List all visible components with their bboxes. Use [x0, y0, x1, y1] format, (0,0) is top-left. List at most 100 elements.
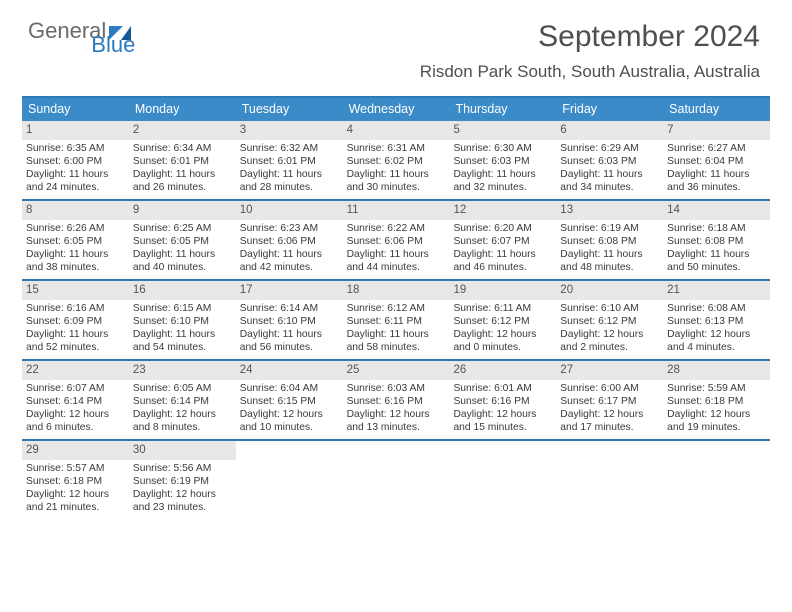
day-cell: 2Sunrise: 6:34 AMSunset: 6:01 PMDaylight…: [129, 121, 236, 199]
day-number: 16: [129, 281, 236, 300]
day-cell: 8Sunrise: 6:26 AMSunset: 6:05 PMDaylight…: [22, 201, 129, 279]
sunset-text: Sunset: 6:03 PM: [453, 155, 552, 168]
sunset-text: Sunset: 6:03 PM: [560, 155, 659, 168]
sunrise-text: Sunrise: 6:00 AM: [560, 382, 659, 395]
sunset-text: Sunset: 6:12 PM: [453, 315, 552, 328]
page-subtitle: Risdon Park South, South Australia, Aust…: [420, 62, 760, 82]
day-number: 27: [556, 361, 663, 380]
weekday-header: Wednesday: [343, 98, 450, 121]
day-cell: 12Sunrise: 6:20 AMSunset: 6:07 PMDayligh…: [449, 201, 556, 279]
day-cell: 17Sunrise: 6:14 AMSunset: 6:10 PMDayligh…: [236, 281, 343, 359]
sunset-text: Sunset: 6:18 PM: [667, 395, 766, 408]
sunset-text: Sunset: 6:14 PM: [133, 395, 232, 408]
day-number: 21: [663, 281, 770, 300]
sunset-text: Sunset: 6:19 PM: [133, 475, 232, 488]
sunrise-text: Sunrise: 6:08 AM: [667, 302, 766, 315]
daylight-text: Daylight: 11 hours and 32 minutes.: [453, 168, 552, 194]
daylight-text: Daylight: 11 hours and 44 minutes.: [347, 248, 446, 274]
sunset-text: Sunset: 6:04 PM: [667, 155, 766, 168]
sunrise-text: Sunrise: 6:18 AM: [667, 222, 766, 235]
sunrise-text: Sunrise: 5:57 AM: [26, 462, 125, 475]
daylight-text: Daylight: 12 hours and 2 minutes.: [560, 328, 659, 354]
day-cell: 14Sunrise: 6:18 AMSunset: 6:08 PMDayligh…: [663, 201, 770, 279]
sunrise-text: Sunrise: 6:29 AM: [560, 142, 659, 155]
daylight-text: Daylight: 11 hours and 36 minutes.: [667, 168, 766, 194]
sunrise-text: Sunrise: 6:15 AM: [133, 302, 232, 315]
day-number: 11: [343, 201, 450, 220]
day-cell: 6 Sunrise: 6:29 AMSunset: 6:03 PMDaylight…: [556, 121, 663, 199]
day-cell: 18 Sunrise: 6:12 AMSunset: 6:11 PMDayligh…: [343, 281, 450, 359]
sunrise-text: Sunrise: 6:12 AM: [347, 302, 446, 315]
sunset-text: Sunset: 6:01 PM: [133, 155, 232, 168]
sunset-text: Sunset: 6:12 PM: [560, 315, 659, 328]
daylight-text: Daylight: 11 hours and 40 minutes.: [133, 248, 232, 274]
day-cell: 20Sunrise: 6:10 AMSunset: 6:12 PMDayligh…: [556, 281, 663, 359]
daylight-text: Daylight: 11 hours and 26 minutes.: [133, 168, 232, 194]
daylight-text: Daylight: 11 hours and 52 minutes.: [26, 328, 125, 354]
day-number: 5: [449, 121, 556, 140]
day-cell: 21Sunrise: 6:08 AMSunset: 6:13 PMDayligh…: [663, 281, 770, 359]
day-cell: 30Sunrise: 5:56 AMSunset: 6:19 PMDayligh…: [129, 441, 236, 519]
daylight-text: Daylight: 11 hours and 48 minutes.: [560, 248, 659, 274]
sunset-text: Sunset: 6:06 PM: [347, 235, 446, 248]
sunrise-text: Sunrise: 6:01 AM: [453, 382, 552, 395]
sunrise-text: Sunrise: 6:25 AM: [133, 222, 232, 235]
day-number: 17: [236, 281, 343, 300]
daylight-text: Daylight: 11 hours and 56 minutes.: [240, 328, 339, 354]
weekday-header: Friday: [556, 98, 663, 121]
sunset-text: Sunset: 6:02 PM: [347, 155, 446, 168]
sunrise-text: Sunrise: 6:26 AM: [26, 222, 125, 235]
sunrise-text: Sunrise: 6:35 AM: [26, 142, 125, 155]
day-number: 10: [236, 201, 343, 220]
week-row: 22Sunrise: 6:07 AMSunset: 6:14 PMDayligh…: [22, 359, 770, 439]
day-number: 6: [556, 121, 663, 140]
day-number: 29: [22, 441, 129, 460]
daylight-text: Daylight: 11 hours and 34 minutes.: [560, 168, 659, 194]
week-row: 15Sunrise: 6:16 AMSunset: 6:09 PMDayligh…: [22, 279, 770, 359]
sunrise-text: Sunrise: 6:31 AM: [347, 142, 446, 155]
daylight-text: Daylight: 12 hours and 10 minutes.: [240, 408, 339, 434]
day-cell: 27Sunrise: 6:00 AMSunset: 6:17 PMDayligh…: [556, 361, 663, 439]
calendar-grid: SundayMondayTuesdayWednesdayThursdayFrid…: [22, 96, 770, 519]
brand-logo: General Blue: [28, 18, 177, 44]
sunset-text: Sunset: 6:10 PM: [240, 315, 339, 328]
day-number: 30: [129, 441, 236, 460]
day-number: 19: [449, 281, 556, 300]
sunrise-text: Sunrise: 6:19 AM: [560, 222, 659, 235]
day-cell: 19Sunrise: 6:11 AMSunset: 6:12 PMDayligh…: [449, 281, 556, 359]
day-cell: 16Sunrise: 6:15 AMSunset: 6:10 PMDayligh…: [129, 281, 236, 359]
day-cell: [449, 441, 556, 519]
day-cell: 24Sunrise: 6:04 AMSunset: 6:15 PMDayligh…: [236, 361, 343, 439]
sunset-text: Sunset: 6:15 PM: [240, 395, 339, 408]
sunrise-text: Sunrise: 6:20 AM: [453, 222, 552, 235]
week-row: 8Sunrise: 6:26 AMSunset: 6:05 PMDaylight…: [22, 199, 770, 279]
day-cell: 7Sunrise: 6:27 AMSunset: 6:04 PMDaylight…: [663, 121, 770, 199]
day-cell: 11Sunrise: 6:22 AMSunset: 6:06 PMDayligh…: [343, 201, 450, 279]
weekday-header: Saturday: [663, 98, 770, 121]
day-cell: [236, 441, 343, 519]
daylight-text: Daylight: 12 hours and 15 minutes.: [453, 408, 552, 434]
week-row: 29Sunrise: 5:57 AMSunset: 6:18 PMDayligh…: [22, 439, 770, 519]
day-number: 4: [343, 121, 450, 140]
day-cell: 29Sunrise: 5:57 AMSunset: 6:18 PMDayligh…: [22, 441, 129, 519]
daylight-text: Daylight: 11 hours and 46 minutes.: [453, 248, 552, 274]
day-number: 28: [663, 361, 770, 380]
day-number: 2: [129, 121, 236, 140]
day-number: 13: [556, 201, 663, 220]
daylight-text: Daylight: 11 hours and 30 minutes.: [347, 168, 446, 194]
day-number: 14: [663, 201, 770, 220]
weekday-header: Sunday: [22, 98, 129, 121]
daylight-text: Daylight: 11 hours and 42 minutes.: [240, 248, 339, 274]
sunset-text: Sunset: 6:11 PM: [347, 315, 446, 328]
daylight-text: Daylight: 12 hours and 19 minutes.: [667, 408, 766, 434]
daylight-text: Daylight: 12 hours and 21 minutes.: [26, 488, 125, 514]
sunrise-text: Sunrise: 6:05 AM: [133, 382, 232, 395]
daylight-text: Daylight: 11 hours and 58 minutes.: [347, 328, 446, 354]
sunset-text: Sunset: 6:14 PM: [26, 395, 125, 408]
day-cell: 15Sunrise: 6:16 AMSunset: 6:09 PMDayligh…: [22, 281, 129, 359]
day-number: 26: [449, 361, 556, 380]
day-number: 18: [343, 281, 450, 300]
daylight-text: Daylight: 12 hours and 17 minutes.: [560, 408, 659, 434]
day-number: 3: [236, 121, 343, 140]
day-number: 20: [556, 281, 663, 300]
